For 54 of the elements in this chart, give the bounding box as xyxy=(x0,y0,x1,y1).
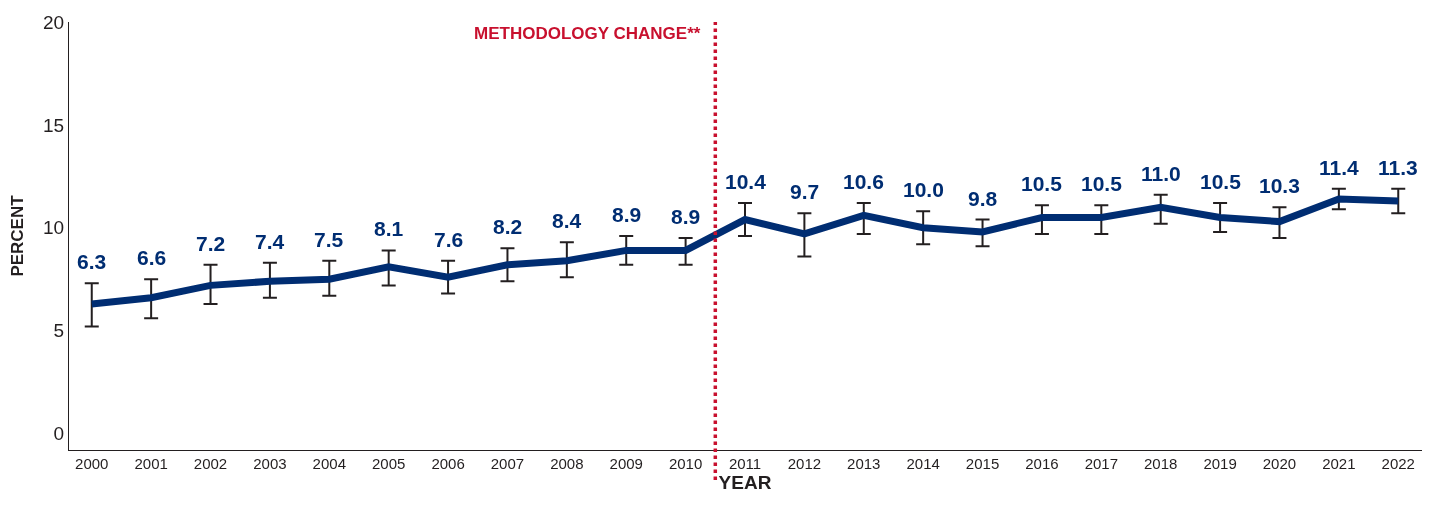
data-label: 7.2 xyxy=(196,232,226,255)
ref-line-label: METHODOLOGY CHANGE** xyxy=(474,24,701,43)
data-label: 8.1 xyxy=(374,217,404,240)
data-label: 10.4 xyxy=(725,170,767,193)
x-tick-label: 2008 xyxy=(550,455,584,472)
x-tick-label: 2003 xyxy=(253,455,287,472)
x-tick-label: 2020 xyxy=(1262,455,1297,472)
data-label: 11.0 xyxy=(1141,162,1181,185)
x-tick-label: 2007 xyxy=(490,455,525,472)
x-tick-label: 2010 xyxy=(668,455,703,472)
x-tick-label: 2018 xyxy=(1144,455,1178,472)
x-tick-label: 2011 xyxy=(728,455,762,472)
data-label: 8.4 xyxy=(552,209,582,232)
x-tick-label: 2014 xyxy=(906,455,940,472)
data-label: 9.8 xyxy=(968,187,998,210)
x-tick-label: 2012 xyxy=(787,455,822,472)
y-tick-label: 5 xyxy=(53,320,65,342)
data-label: 6.6 xyxy=(137,246,167,269)
y-tick-label: 0 xyxy=(53,423,65,445)
x-tick-label: 2021 xyxy=(1322,455,1356,472)
x-tick-label: 2013 xyxy=(847,455,881,472)
x-tick-label: 2017 xyxy=(1084,455,1119,472)
data-label: 10.3 xyxy=(1259,174,1300,197)
x-tick-label: 2006 xyxy=(431,455,465,472)
data-label: 8.9 xyxy=(612,203,642,226)
x-tick-label: 2000 xyxy=(75,455,109,472)
data-label: 6.3 xyxy=(77,250,107,273)
data-label: 10.0 xyxy=(903,178,944,201)
x-tick-label: 2015 xyxy=(965,455,1000,472)
data-label: 10.6 xyxy=(843,170,884,193)
x-tick-label: 2009 xyxy=(609,455,643,472)
x-tick-label: 2005 xyxy=(371,455,406,472)
y-tick-label: 15 xyxy=(43,114,65,136)
data-label: 11.4 xyxy=(1319,156,1360,179)
x-tick-label: 2022 xyxy=(1381,455,1415,472)
x-tick-label: 2002 xyxy=(193,455,228,472)
data-label: 10.5 xyxy=(1200,170,1242,193)
data-label: 7.5 xyxy=(314,228,344,251)
data-label: 11.3 xyxy=(1378,156,1418,179)
data-label: 9.7 xyxy=(790,180,820,203)
data-label: 7.4 xyxy=(255,230,285,253)
x-axis-title: YEAR xyxy=(718,472,772,493)
y-tick-label: 10 xyxy=(43,217,65,239)
data-label: 8.9 xyxy=(671,205,701,228)
x-tick-label: 2004 xyxy=(312,455,346,472)
x-tick-label: 2019 xyxy=(1203,455,1237,472)
data-label: 8.2 xyxy=(493,215,523,238)
y-axis-title: PERCENT xyxy=(7,194,27,277)
x-tick-label: 2016 xyxy=(1025,455,1059,472)
data-label: 10.5 xyxy=(1081,172,1123,195)
y-tick-label: 20 xyxy=(43,11,65,33)
data-label: 7.6 xyxy=(434,228,464,251)
data-label: 10.5 xyxy=(1021,172,1063,195)
x-tick-label: 2001 xyxy=(134,455,168,472)
